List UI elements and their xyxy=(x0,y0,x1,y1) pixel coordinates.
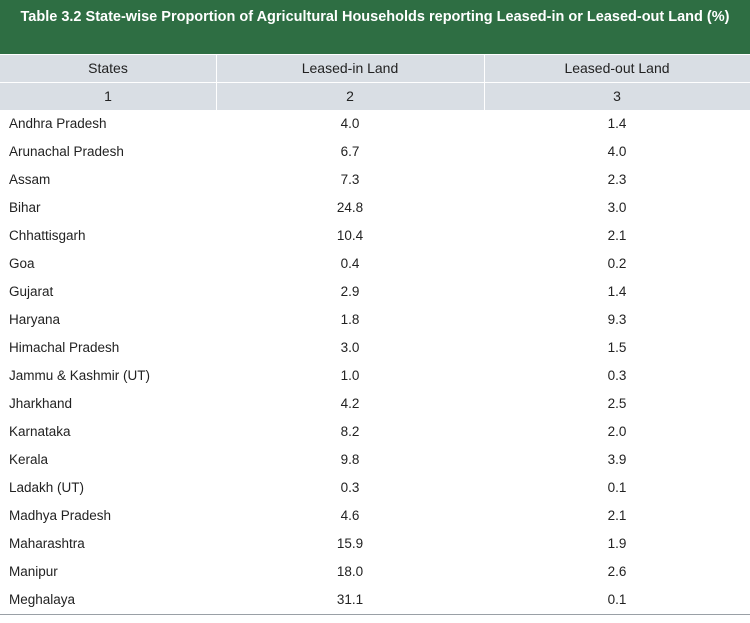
cell-leased-in: 6.7 xyxy=(340,144,360,159)
cell-leased-in: 9.8 xyxy=(340,452,360,467)
table-bottom-border xyxy=(0,614,750,615)
cell-leased-in: 4.6 xyxy=(340,508,360,523)
table-row: Kerala 9.8 3.9 xyxy=(0,446,750,474)
cell-state: Chhattisgarh xyxy=(9,228,86,243)
column-number-1: 1 xyxy=(104,88,112,104)
cell-leased-out: 1.4 xyxy=(607,116,627,131)
cell-leased-in: 2.9 xyxy=(340,284,360,299)
cell-state: Himachal Pradesh xyxy=(9,340,120,355)
cell-state: Haryana xyxy=(9,312,61,327)
header-column-divider xyxy=(484,55,485,110)
cell-state: Goa xyxy=(9,256,35,271)
table-row: Himachal Pradesh 3.0 1.5 xyxy=(0,334,750,362)
header-column-divider xyxy=(216,55,217,110)
cell-state: Gujarat xyxy=(9,284,54,299)
header-divider xyxy=(0,82,750,83)
cell-leased-in: 0.3 xyxy=(340,480,360,495)
cell-leased-out: 1.9 xyxy=(607,536,627,551)
cell-leased-in: 10.4 xyxy=(336,228,364,243)
cell-state: Karnataka xyxy=(9,424,71,439)
cell-leased-in: 1.8 xyxy=(340,312,360,327)
cell-leased-in: 4.0 xyxy=(340,116,360,131)
table-row: Assam 7.3 2.3 xyxy=(0,166,750,194)
cell-leased-in: 8.2 xyxy=(340,424,360,439)
cell-leased-in: 15.9 xyxy=(336,536,364,551)
cell-leased-out: 3.0 xyxy=(607,200,627,215)
cell-leased-in: 24.8 xyxy=(336,200,364,215)
cell-state: Jammu & Kashmir (UT) xyxy=(9,368,151,383)
column-number-row: 1 2 3 xyxy=(0,83,750,110)
cell-state: Jharkhand xyxy=(9,396,73,411)
cell-leased-out: 0.3 xyxy=(607,368,627,383)
cell-state: Madhya Pradesh xyxy=(9,508,112,523)
cell-leased-out: 2.1 xyxy=(607,228,627,243)
table-body: Andhra Pradesh 4.0 1.4 Arunachal Pradesh 6.7… xyxy=(0,110,750,614)
cell-leased-out: 1.5 xyxy=(607,340,627,355)
table-row: Karnataka 8.2 2.0 xyxy=(0,418,750,446)
cell-leased-out: 2.6 xyxy=(607,564,627,579)
table-row: Andhra Pradesh 4.0 1.4 xyxy=(0,110,750,138)
cell-leased-out: 3.9 xyxy=(607,452,627,467)
table-row: Jharkhand 4.2 2.5 xyxy=(0,390,750,418)
cell-state: Manipur xyxy=(9,564,58,579)
cell-state: Andhra Pradesh xyxy=(9,116,107,131)
cell-leased-in: 18.0 xyxy=(336,564,364,579)
cell-leased-out: 1.4 xyxy=(607,284,627,299)
table-row: Maharashtra 15.9 1.9 xyxy=(0,530,750,558)
cell-state: Bihar xyxy=(9,200,41,215)
cell-state: Maharashtra xyxy=(9,536,85,551)
cell-state: Kerala xyxy=(9,452,49,467)
cell-state: Ladakh (UT) xyxy=(9,480,85,495)
cell-leased-out: 0.1 xyxy=(607,480,627,495)
table-row: Bihar 24.8 3.0 xyxy=(0,194,750,222)
cell-leased-out: 9.3 xyxy=(607,312,627,327)
cell-leased-out: 2.5 xyxy=(607,396,627,411)
cell-state: Arunachal Pradesh xyxy=(9,144,124,159)
table-row: Goa 0.4 0.2 xyxy=(0,250,750,278)
header-leased-in: Leased-in Land xyxy=(301,60,399,76)
cell-leased-in: 31.1 xyxy=(336,592,364,607)
header-leased-out: Leased-out Land xyxy=(564,60,670,76)
table-row: Madhya Pradesh 4.6 2.1 xyxy=(0,502,750,530)
column-number-2: 2 xyxy=(346,88,354,104)
table-row: Meghalaya 31.1 0.1 xyxy=(0,586,750,614)
cell-leased-in: 4.2 xyxy=(340,396,360,411)
table-row: Jammu & Kashmir (UT) 1.0 0.3 xyxy=(0,362,750,390)
cell-leased-in: 3.0 xyxy=(340,340,360,355)
table-row: Ladakh (UT) 0.3 0.1 xyxy=(0,474,750,502)
cell-leased-in: 1.0 xyxy=(340,368,360,383)
cell-leased-in: 0.4 xyxy=(340,256,360,271)
table-row: Haryana 1.8 9.3 xyxy=(0,306,750,334)
table-row: Gujarat 2.9 1.4 xyxy=(0,278,750,306)
cell-leased-out: 2.1 xyxy=(607,508,627,523)
cell-leased-in: 7.3 xyxy=(340,172,360,187)
cell-state: Assam xyxy=(9,172,51,187)
cell-leased-out: 0.1 xyxy=(607,592,627,607)
table-title: Table 3.2 State-wise Proportion of Agric… xyxy=(0,0,750,54)
header-states: States xyxy=(88,60,128,76)
cell-leased-out: 2.3 xyxy=(607,172,627,187)
table-row: Manipur 18.0 2.6 xyxy=(0,558,750,586)
column-header-row: States Leased-in Land Leased-out Land xyxy=(0,55,750,82)
table-row: Arunachal Pradesh 6.7 4.0 xyxy=(0,138,750,166)
cell-state: Meghalaya xyxy=(9,592,76,607)
cell-leased-out: 4.0 xyxy=(607,144,627,159)
column-number-3: 3 xyxy=(613,88,621,104)
table-row: Chhattisgarh 10.4 2.1 xyxy=(0,222,750,250)
cell-leased-out: 2.0 xyxy=(607,424,627,439)
cell-leased-out: 0.2 xyxy=(607,256,627,271)
